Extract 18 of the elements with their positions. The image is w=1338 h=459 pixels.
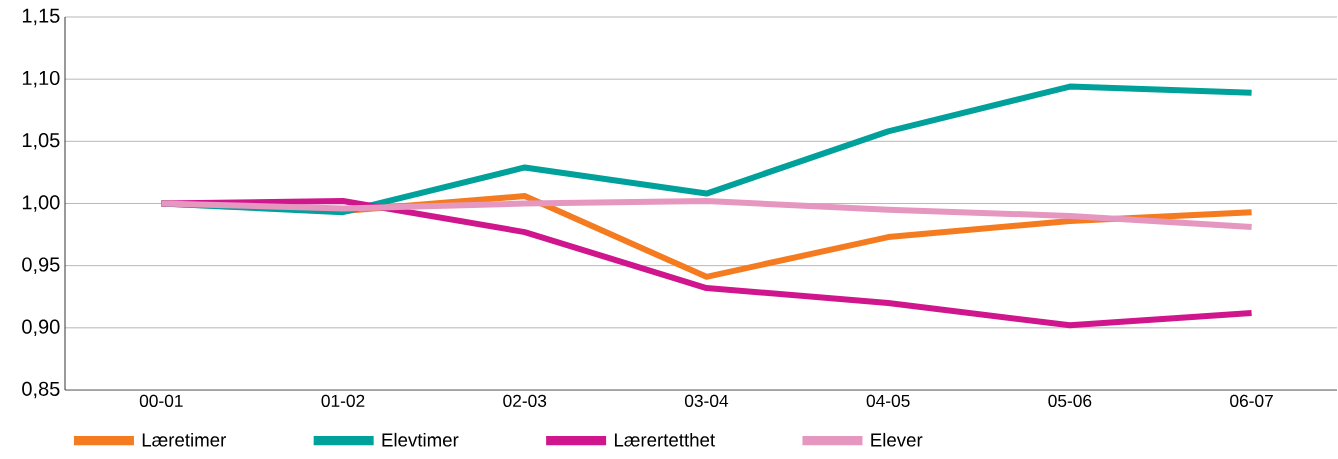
legend-label: Læretimer (142, 432, 227, 447)
x-tick-label: 01-02 (321, 394, 365, 407)
y-tick-label: 1,10 (22, 70, 60, 88)
y-tick-label: 0,95 (22, 257, 60, 274)
x-tick-label: 06-07 (1230, 394, 1273, 407)
legend-label: Elevtimer (382, 432, 459, 447)
x-tick-label: 04-05 (866, 394, 910, 407)
y-tick-label: 1,15 (22, 8, 60, 26)
legend-label: Elever (871, 432, 923, 447)
y-tick-label: 0,85 (22, 381, 60, 399)
y-tick-label: 1,00 (22, 195, 60, 212)
y-tick-label: 0,90 (22, 319, 60, 337)
y-tick-label: 1,05 (22, 133, 60, 150)
legend-label: Lærertetthet (614, 432, 715, 447)
x-tick-label: 03-04 (684, 394, 729, 407)
x-tick-label: 05-06 (1048, 394, 1092, 407)
x-tick-label: 02-03 (503, 394, 547, 407)
x-tick-label: 00-01 (139, 394, 183, 407)
